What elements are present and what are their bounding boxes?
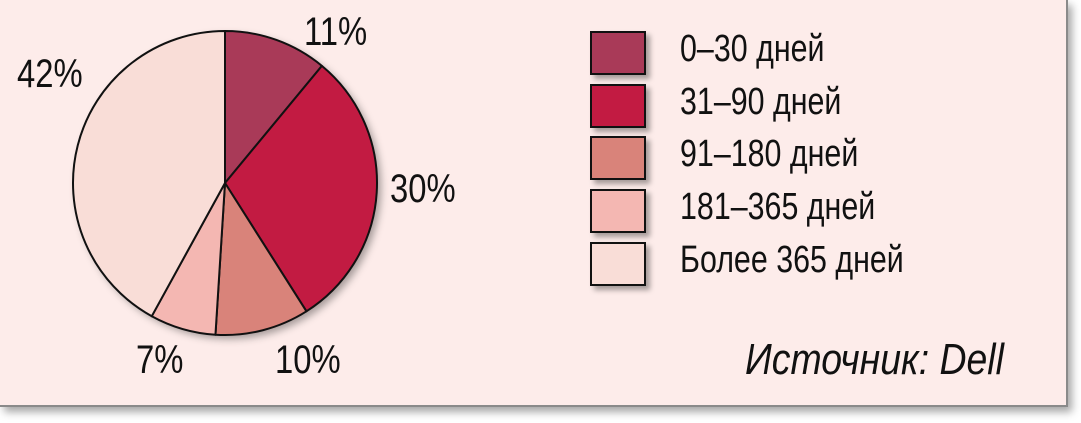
legend-swatch (590, 136, 646, 180)
legend-label: 181–365 дней (680, 186, 876, 228)
legend-swatch (590, 189, 646, 233)
slice-label-4: 42% (17, 52, 83, 96)
slice-label-1: 30% (390, 167, 456, 211)
legend-label: 0–30 дней (680, 28, 825, 70)
pie-slice-4 (72, 30, 226, 318)
legend-swatch (590, 84, 646, 128)
pie-slice-0 (224, 30, 323, 184)
slice-label-3: 7% (136, 338, 184, 382)
legend-swatch (590, 31, 646, 75)
pie-slice-2 (214, 182, 308, 336)
slice-label-2: 10% (275, 338, 341, 382)
source-note: Источник: Dell (745, 335, 1004, 384)
legend-label: 91–180 дней (680, 133, 859, 175)
slice-label-0: 11% (304, 10, 368, 54)
pie-slice-1 (224, 64, 378, 313)
legend-label: 31–90 дней (680, 81, 842, 123)
legend-swatch (590, 242, 646, 286)
legend-label: Более 365 дней (680, 239, 904, 281)
